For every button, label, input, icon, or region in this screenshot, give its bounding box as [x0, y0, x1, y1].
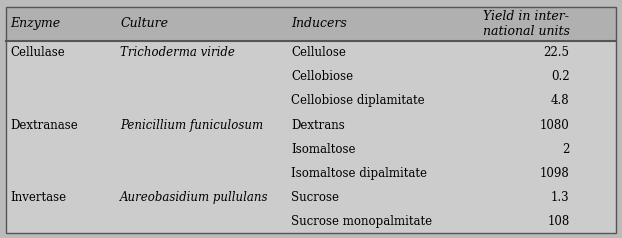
Bar — [6, 7, 616, 41]
Text: Cellobiose diplamitate: Cellobiose diplamitate — [291, 94, 425, 107]
Text: Dextranase: Dextranase — [11, 119, 78, 132]
Text: Penicillium funiculosum: Penicillium funiculosum — [120, 119, 264, 132]
Bar — [6, 113, 616, 137]
Text: Isomaltose: Isomaltose — [291, 143, 355, 156]
Text: Cellobiose: Cellobiose — [291, 70, 353, 83]
Text: Enzyme: Enzyme — [11, 17, 61, 30]
Text: 1098: 1098 — [540, 167, 569, 180]
Text: 1080: 1080 — [540, 119, 569, 132]
Text: Cellulose: Cellulose — [291, 46, 346, 59]
Bar — [6, 137, 616, 161]
Text: Aureobasidium pullulans: Aureobasidium pullulans — [120, 191, 269, 204]
Bar — [6, 185, 616, 209]
Text: Invertase: Invertase — [11, 191, 67, 204]
Bar — [6, 65, 616, 89]
Text: Sucrose monopalmitate: Sucrose monopalmitate — [291, 215, 432, 228]
Text: Trichoderma viride: Trichoderma viride — [120, 46, 235, 59]
Text: Culture: Culture — [120, 17, 169, 30]
Text: 108: 108 — [547, 215, 569, 228]
Bar — [6, 209, 616, 233]
Text: Yield in inter-
national units: Yield in inter- national units — [483, 10, 569, 38]
Text: Sucrose: Sucrose — [291, 191, 339, 204]
Text: 2: 2 — [562, 143, 569, 156]
Text: Dextrans: Dextrans — [291, 119, 345, 132]
Text: Cellulase: Cellulase — [11, 46, 65, 59]
Bar — [6, 161, 616, 185]
Text: 4.8: 4.8 — [550, 94, 569, 107]
Text: Inducers: Inducers — [291, 17, 346, 30]
Text: Isomaltose dipalmitate: Isomaltose dipalmitate — [291, 167, 427, 180]
Text: 1.3: 1.3 — [550, 191, 569, 204]
Text: 0.2: 0.2 — [550, 70, 569, 83]
Bar — [6, 89, 616, 113]
Text: 22.5: 22.5 — [544, 46, 569, 59]
Bar — [6, 41, 616, 65]
